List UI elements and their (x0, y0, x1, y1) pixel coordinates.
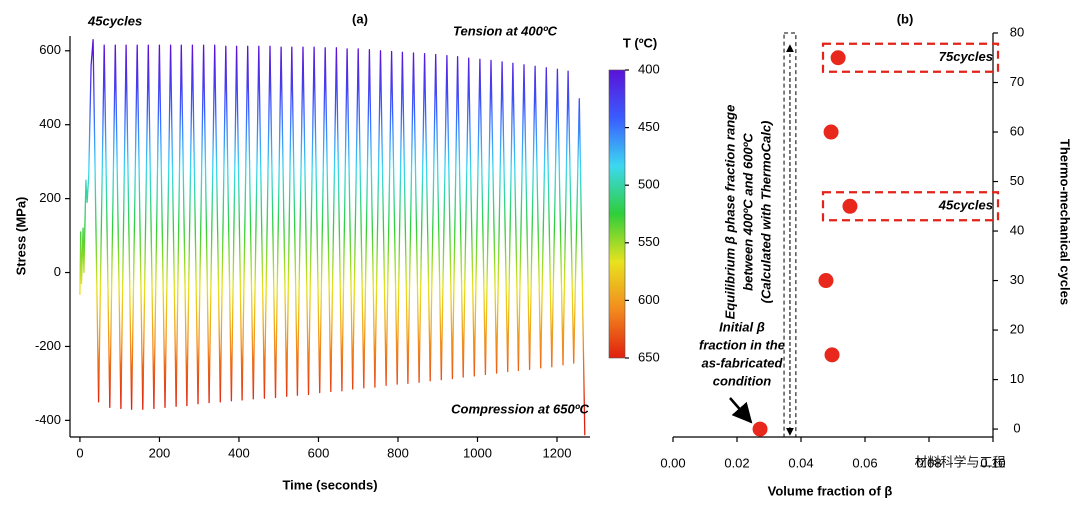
data-point (823, 124, 839, 140)
data-point (824, 347, 840, 363)
y-tick-label: 0 (54, 264, 61, 279)
annotation: condition (713, 373, 772, 388)
data-point (752, 421, 768, 437)
annotation: fraction in the (699, 337, 785, 352)
annotation: Equilibrium β phase fraction range (722, 105, 737, 320)
colorbar-title: T (ºC) (623, 35, 657, 50)
colorbar-tick-label: 600 (638, 292, 660, 307)
y-axis-title: Thermo-mechanical cycles (1058, 139, 1073, 305)
annotation: Initial β (719, 319, 765, 334)
y-tick-label: -400 (35, 412, 61, 427)
annotation: as-fabricated (702, 355, 784, 370)
x-tick-label: 1000 (463, 445, 492, 460)
annotation: 75cycles (939, 49, 993, 64)
x-tick-label: 0.06 (852, 455, 877, 470)
y-tick-label: 80 (1010, 24, 1024, 39)
highlight-box (821, 42, 1000, 73)
y-tick-label: 600 (39, 42, 61, 57)
y-tick-label: 0 (1013, 421, 1020, 436)
highlight-box (821, 191, 1000, 222)
equilibrium-range (783, 32, 797, 438)
panel-label: (a) (352, 11, 368, 26)
x-tick-label: 800 (387, 445, 409, 460)
stress-line (79, 39, 586, 436)
x-tick-label: 400 (228, 445, 250, 460)
colorbar-tick-label: 500 (638, 177, 660, 192)
colorbar-tick-label: 400 (638, 61, 660, 76)
colorbar-tick-label: 550 (638, 234, 660, 249)
y-tick-label: -200 (35, 338, 61, 353)
colorbar-tick-label: 650 (638, 349, 660, 364)
watermark: 材料科学与工程 (914, 454, 1005, 469)
colorbar (608, 69, 626, 359)
x-axis-title: Time (seconds) (282, 477, 377, 492)
y-tick-label: 10 (1010, 371, 1024, 386)
y-tick-label: 400 (39, 116, 61, 131)
y-tick-label: 30 (1010, 272, 1024, 287)
y-tick-label: 50 (1010, 173, 1024, 188)
x-tick-label: 0.10 (980, 455, 1005, 470)
x-tick-label: 0.04 (788, 455, 813, 470)
colorbar-tick-label: 450 (638, 119, 660, 134)
x-tick-label: 600 (308, 445, 330, 460)
data-point (830, 50, 846, 66)
annotation: 45cycles (938, 198, 993, 213)
annotation: 45cycles (87, 13, 142, 28)
data-point (818, 273, 834, 289)
y-tick-label: 70 (1010, 74, 1024, 89)
annotation: between 400ºC and 600ºC (740, 133, 755, 291)
x-tick-label: 0.08 (916, 455, 941, 470)
y-tick-label: 40 (1010, 222, 1024, 237)
x-tick-label: 200 (149, 445, 171, 460)
x-tick-label: 0.00 (660, 455, 685, 470)
y-tick-label: 60 (1010, 123, 1024, 138)
x-tick-label: 1200 (543, 445, 572, 460)
panel-label: (b) (897, 11, 914, 26)
annotation: Compression at 650ºC (451, 401, 589, 416)
y-tick-label: 200 (39, 190, 61, 205)
y-tick-label: 20 (1010, 321, 1024, 336)
annotation-arrow (729, 397, 753, 424)
annotation: Tension at 400ºC (453, 23, 558, 38)
y-axis-title: Stress (MPa) (13, 197, 28, 276)
x-axis-title: Volume fraction of β (768, 483, 893, 498)
annotation: (Calculated with ThermoCalc) (758, 121, 773, 304)
x-tick-label: 0.02 (724, 455, 749, 470)
x-tick-label: 0 (76, 445, 83, 460)
data-point (842, 198, 858, 214)
